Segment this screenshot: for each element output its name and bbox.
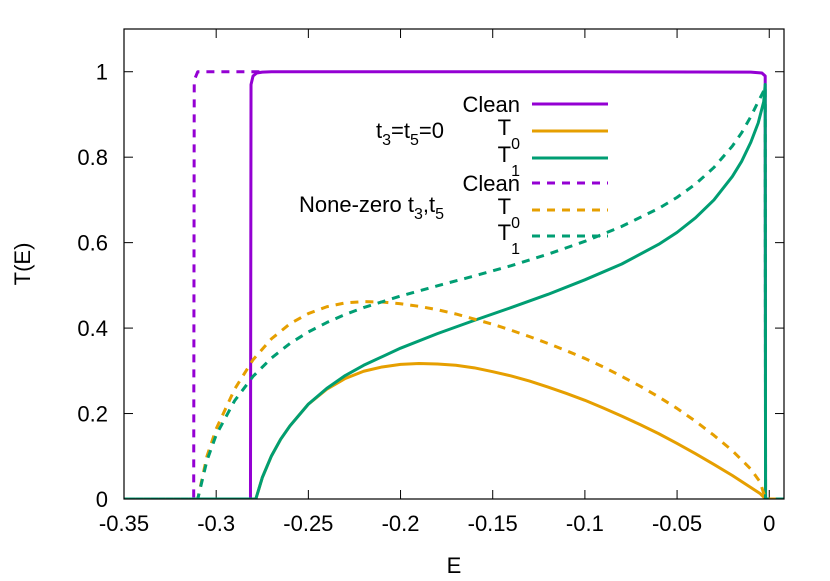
series-line-zero-clean [124, 70, 784, 499]
y-tick-label: 0.4 [77, 316, 108, 341]
legend-label: T1 [498, 142, 520, 180]
series-line-nonzero-t0 [124, 300, 784, 499]
legend-label: T0 [498, 194, 520, 232]
series-line-nonzero-t1 [124, 85, 784, 499]
legend-label: Clean [463, 171, 520, 196]
series-line-zero-t1 [124, 83, 784, 499]
legend-label: T0 [498, 115, 520, 153]
series-line-zero-t0 [124, 362, 784, 499]
legend-label: Clean [463, 92, 520, 117]
x-axis-label: E [447, 553, 462, 578]
x-tick-label: -0.3 [197, 511, 235, 536]
x-tick-label: -0.1 [566, 511, 604, 536]
plot-frame [123, 28, 785, 500]
y-tick-label: 0.8 [77, 145, 108, 170]
x-tick-label: 0 [763, 511, 775, 536]
y-tick-label: 0.6 [77, 231, 108, 256]
annotation-nonzero-t3-t5: None-zero t3,t5 [299, 192, 444, 223]
x-tick-label: -0.25 [283, 511, 333, 536]
annotation-zero-t3-t5: t3=t5=0 [376, 118, 444, 149]
x-tick-label: -0.2 [382, 511, 420, 536]
x-tick-label: -0.15 [468, 511, 518, 536]
legend-label: T1 [498, 220, 520, 258]
y-tick-label: 0.2 [77, 402, 108, 427]
y-tick-label: 0 [96, 487, 108, 512]
axis-ticks: -0.35 -0.3 -0.25 -0.2 -0.15 -0.1 -0.05 0 0 0.2 0.4… [77, 29, 784, 536]
series-layer [124, 70, 784, 499]
x-tick-label: -0.05 [652, 511, 702, 536]
x-tick-label: -0.35 [99, 511, 149, 536]
legend-annotations: t3=t5=0 None-zero t3,t5 [299, 118, 444, 223]
y-axis-label: T(E) [10, 243, 35, 286]
y-tick-label: 1 [96, 60, 108, 85]
series-line-nonzero-clean [124, 70, 260, 499]
